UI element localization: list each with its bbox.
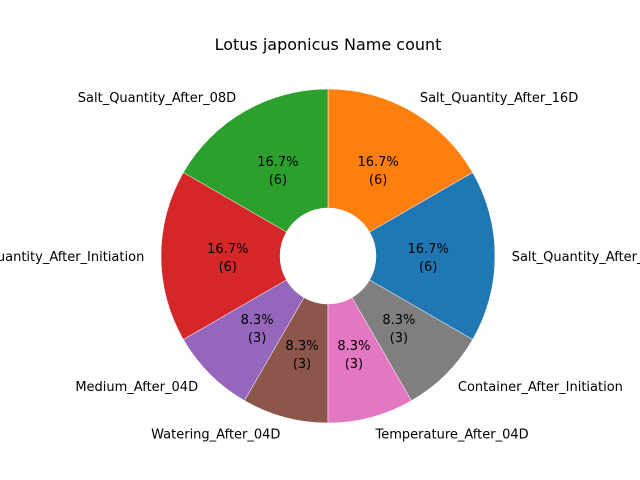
slice-category-label: Salt_Quantity_After_08D [78, 91, 236, 106]
slice-count-label: (3) [293, 357, 311, 372]
pie-slice [351, 279, 473, 401]
pie-slice [327, 88, 473, 233]
slice-count-label: (3) [390, 331, 408, 346]
slice-percent-label: 8.3% [241, 313, 274, 328]
slice-category-label: Watering_After_04D [151, 427, 280, 442]
slice-percent-label: 8.3% [337, 339, 370, 354]
slice-percent-label: 16.7% [257, 155, 298, 170]
slice-percent-label: 16.7% [357, 155, 398, 170]
pie-slices [160, 88, 496, 424]
slice-category-label: Container_After_Initiation [458, 380, 623, 395]
slice-category-label: Salt_Quantity_After_16D [420, 91, 578, 106]
slice-count-label: (6) [269, 173, 287, 188]
slice-count-label: (3) [345, 357, 363, 372]
slice-count-label: (6) [219, 260, 237, 275]
pie-labels: 16.7% (6) Salt_Quantity_After_Initiation 16… [0, 91, 640, 443]
slice-percent-label: 8.3% [286, 339, 319, 354]
chart-title: Lotus japonicus Name count [215, 35, 442, 54]
slice-percent-label: 8.3% [382, 313, 415, 328]
slice-count-label: (6) [369, 173, 387, 188]
slice-category-label: Temperature_After_04D [375, 427, 529, 442]
pie-slice [369, 172, 496, 340]
pie-slice [160, 172, 287, 340]
slice-category-label: Medium_After_04D [75, 380, 198, 395]
slice-count-label: (3) [248, 331, 266, 346]
pie-slice [183, 88, 329, 233]
slice-percent-label: 16.7% [207, 242, 248, 257]
slice-percent-label: 16.7% [408, 242, 449, 257]
slice-count-label: (6) [419, 260, 437, 275]
slice-category-label: Salt_Quantity_After_Initiation [0, 250, 144, 265]
slice-category-label: Salt_Quantity_After_Initiation [512, 250, 640, 265]
